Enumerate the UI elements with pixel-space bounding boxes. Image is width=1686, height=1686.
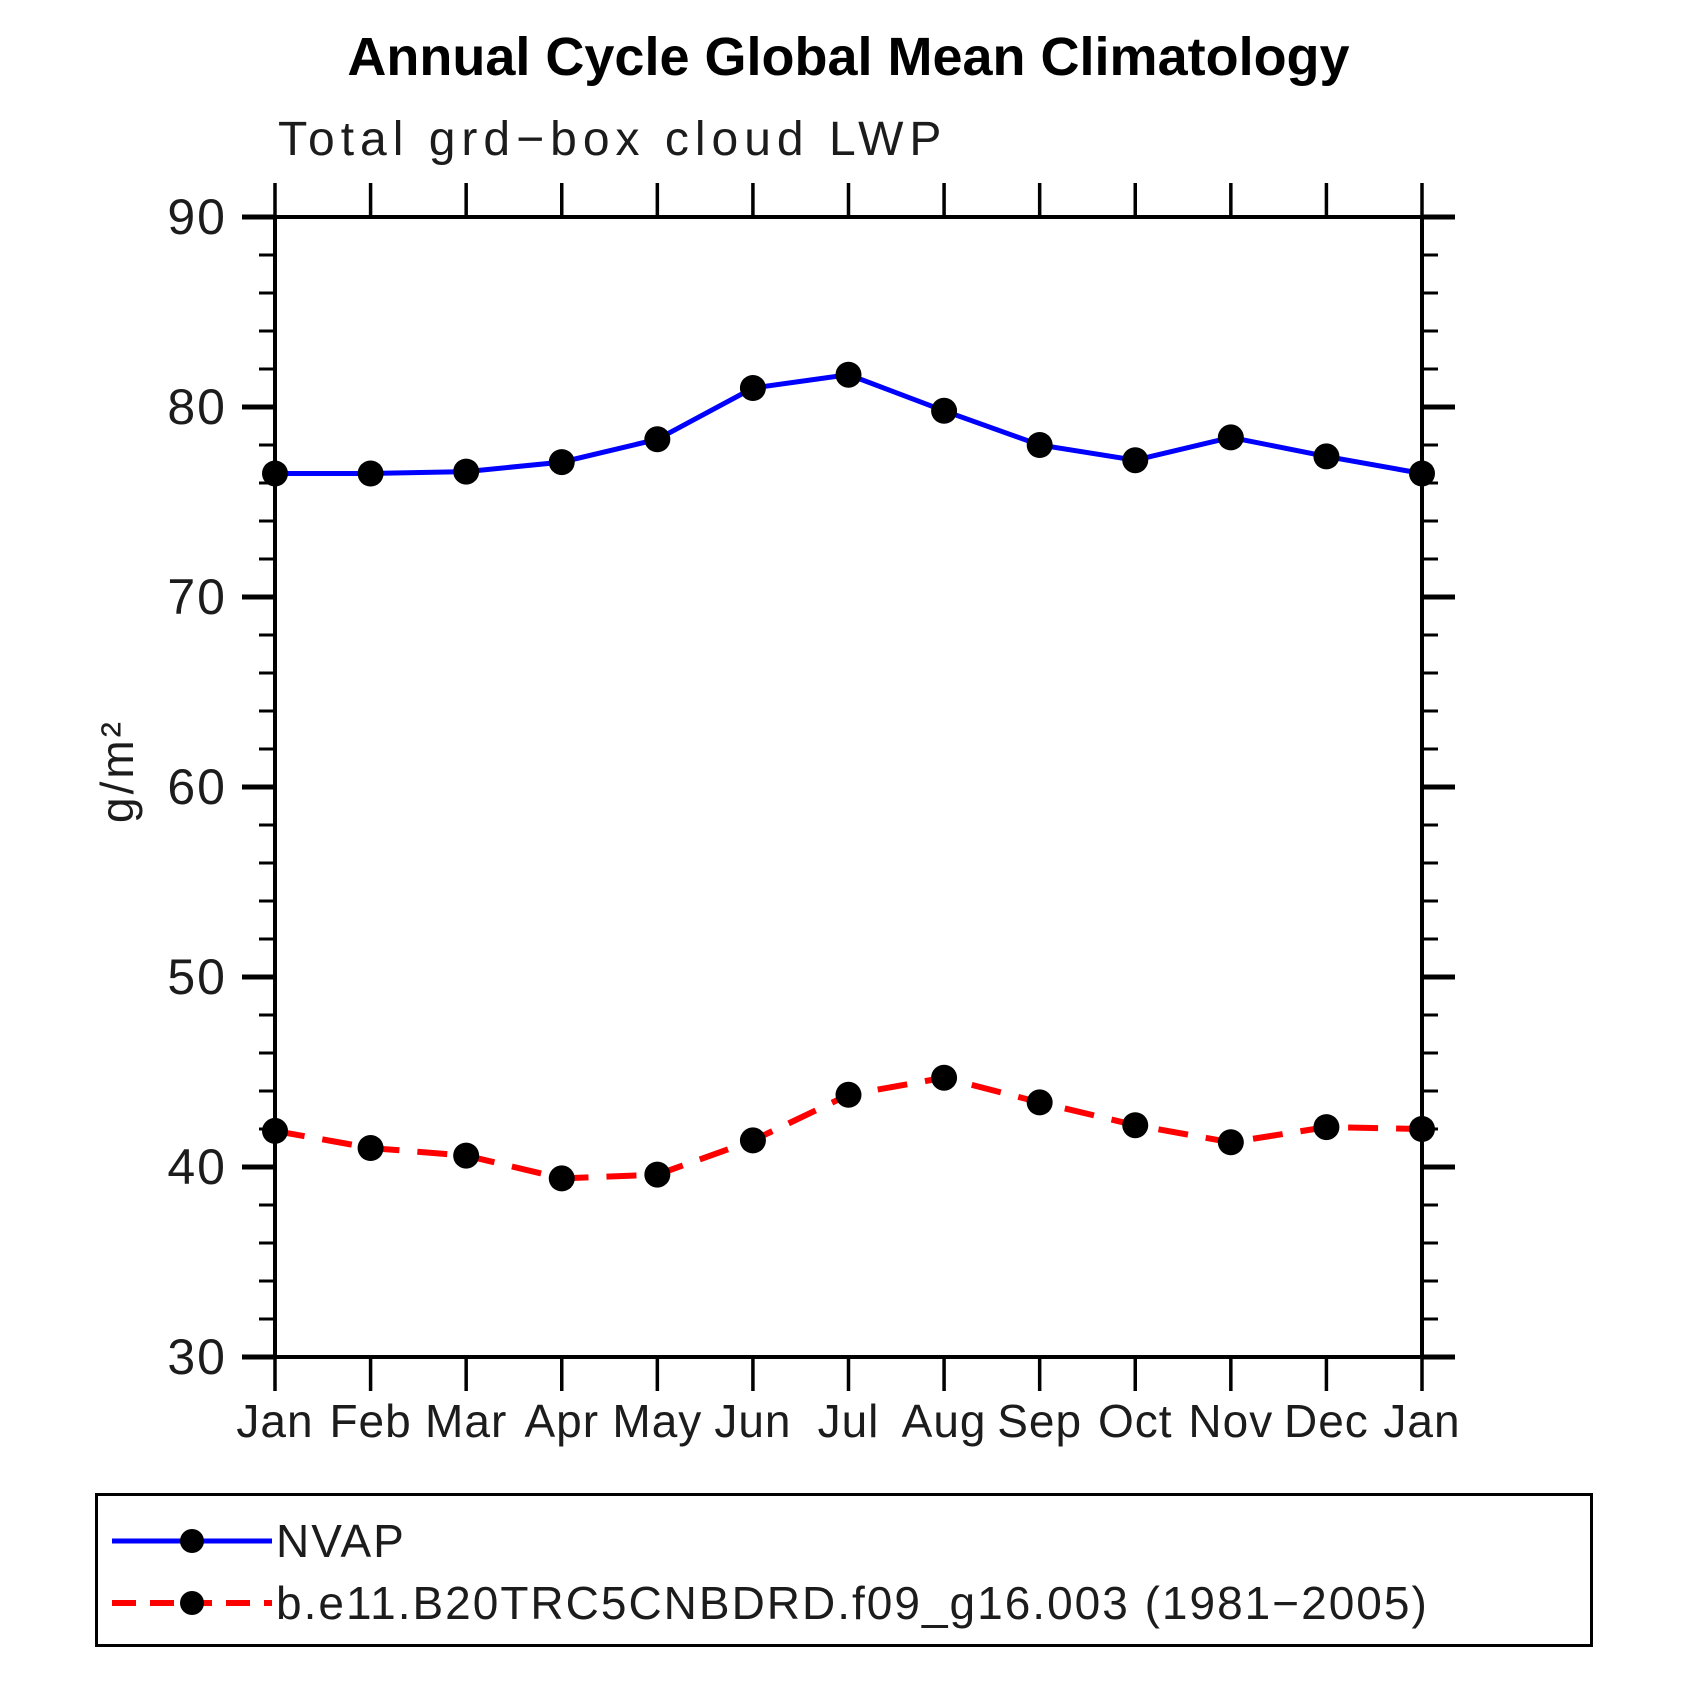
series-0-point-7 [931,397,958,424]
series-0-point-6 [835,361,862,388]
series-1-point-11 [1313,1114,1340,1141]
x-tick-label-feb-1: Feb [329,1395,411,1447]
legend-key-marker-1 [180,1591,204,1615]
x-tick-label-mar-2: Mar [425,1395,507,1447]
plot-frame [273,215,1424,1359]
chart-subtitle: Total grd−box cloud LWP [278,113,948,166]
series-0-point-12 [1409,460,1435,487]
x-tick-label-dec-11: Dec [1284,1395,1369,1447]
series-1-point-9 [1122,1112,1149,1139]
series-0-point-4 [644,426,671,453]
series-1-point-12 [1409,1116,1435,1142]
series-0-point-1 [357,460,384,487]
series-0-point-11 [1313,443,1340,470]
plot-area: 30 40 50 60 70 80 90 Jan Feb Mar Apr May Jun Jul Aug Se… [167,183,1460,1447]
nvap-legend-key [112,1529,272,1553]
y-tick-label: 80 [167,379,227,435]
series-0-point-2 [453,458,480,485]
series-1-point-0 [262,1117,288,1144]
y-tick-label: 50 [167,949,227,1005]
series-0-line [275,372,1423,476]
x-tick-label-nov-10: Nov [1188,1395,1273,1447]
series-1-point-6 [835,1081,862,1108]
series-1-point-3 [548,1165,575,1192]
series-1-point-1 [357,1135,384,1161]
x-tick-label-jan-0: Jan [236,1395,313,1447]
model-legend-key [112,1591,272,1615]
y-tick-label: 40 [167,1139,227,1195]
x-tick-label-aug-7: Aug [902,1395,987,1447]
legend-key-marker-0 [180,1529,204,1553]
series-1-point-8 [1026,1089,1053,1116]
legend-label-nvap: NVAP [276,1515,406,1567]
legend-label-model: b.e11.B20TRC5CNBDRD.f09_g16.003 (1981−20… [276,1577,1429,1629]
y-tick-label: 90 [167,189,227,245]
legend-box: NVAP b.e11.B20TRC5CNBDRD.f09_g16.003 (19… [95,1493,1593,1647]
x-tick-label-jan-12: Jan [1383,1395,1460,1447]
series-1-point-10 [1217,1129,1244,1156]
series-0-point-3 [548,449,575,476]
series-1-point-2 [453,1142,480,1169]
x-tick-label-jul-6: Jul [818,1395,880,1447]
y-tick-label: 70 [167,569,227,625]
series-0-point-0 [262,460,288,487]
legend-item-nvap: NVAP [110,1515,406,1567]
series-1-point-4 [644,1161,671,1188]
y-tick-label: 30 [167,1329,227,1385]
series-1-point-5 [739,1127,766,1154]
series-0-point-5 [739,375,766,401]
y-tick-label: 60 [167,759,227,815]
x-tick-label-oct-9: Oct [1098,1395,1173,1447]
series-1-point-7 [931,1064,958,1091]
series-0-point-8 [1026,432,1053,458]
x-tick-label-apr-3: Apr [524,1395,599,1447]
x-tick-label-may-4: May [612,1395,702,1447]
series-0-point-10 [1217,424,1244,451]
series-0-point-9 [1122,447,1149,474]
legend-item-model: b.e11.B20TRC5CNBDRD.f09_g16.003 (1981−20… [110,1577,1429,1629]
x-tick-label-sep-8: Sep [997,1395,1082,1447]
chart-title: Annual Cycle Global Mean Climatology [347,27,1350,87]
x-tick-label-jun-5: Jun [714,1395,791,1447]
